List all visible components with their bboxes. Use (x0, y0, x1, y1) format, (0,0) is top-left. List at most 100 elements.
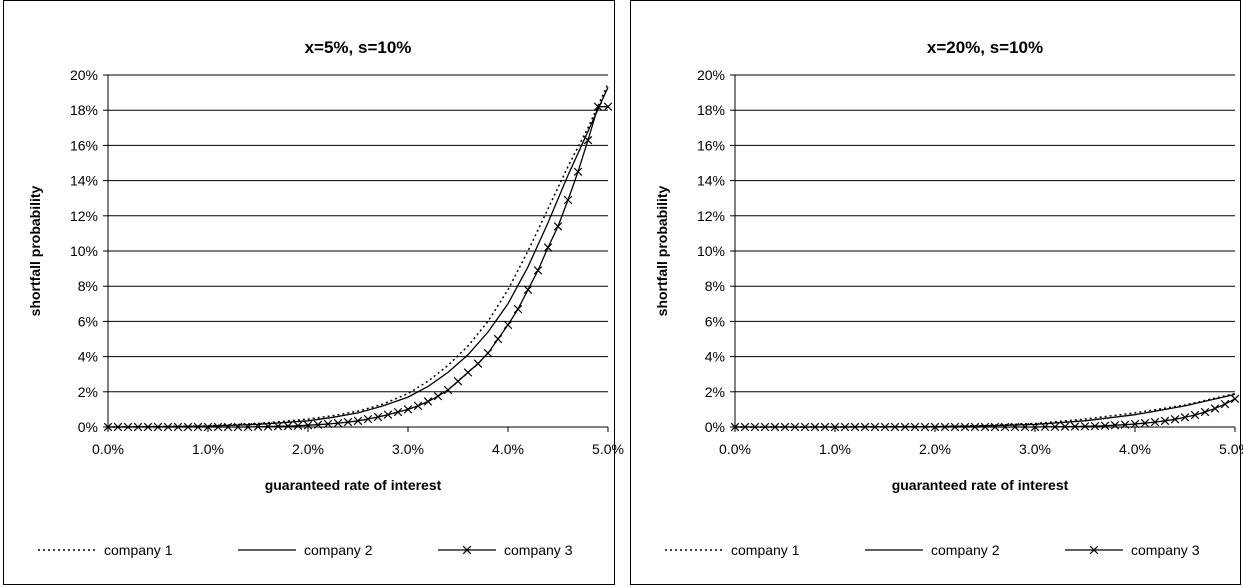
y-axis-title: shortfall probability (27, 185, 43, 316)
x-tick-label: 0.0% (92, 441, 124, 457)
x-marker-stroke (193, 422, 203, 432)
x-marker-stroke (760, 422, 770, 432)
data-point-company-3 (423, 397, 433, 406)
x-marker-stroke (1000, 422, 1010, 432)
x-marker-stroke (363, 414, 373, 424)
x-marker-stroke (1110, 421, 1120, 430)
data-point-company-3 (950, 422, 960, 432)
data-point-company-3 (740, 422, 750, 432)
x-marker-stroke (1030, 422, 1040, 432)
data-point-company-3 (333, 418, 343, 428)
x-tick-label: 3.0% (1019, 441, 1051, 457)
series-line-company-3 (108, 106, 608, 428)
x-marker-stroke (263, 422, 273, 431)
x-marker-stroke (143, 422, 153, 432)
y-tick-label: 20% (697, 67, 725, 83)
y-tick-label: 8% (705, 278, 725, 294)
x-marker-stroke (473, 359, 483, 368)
legend-label-company-3: company 3 (504, 542, 573, 558)
x-marker-stroke (740, 422, 750, 432)
x-tick-label: 4.0% (1119, 441, 1151, 457)
x-marker-stroke (1070, 422, 1080, 431)
data-point-company-3 (1210, 404, 1220, 413)
data-point-company-3 (730, 422, 740, 432)
x-marker-stroke (313, 420, 323, 429)
x-marker-stroke (533, 266, 543, 275)
x-marker-stroke (333, 418, 343, 428)
x-marker-stroke (253, 422, 263, 431)
x-marker-stroke (1120, 420, 1130, 429)
x-marker-stroke (603, 102, 613, 111)
data-point-company-3 (980, 422, 990, 432)
x-marker-stroke (403, 405, 413, 414)
data-point-company-3 (383, 410, 393, 419)
data-point-company-3 (193, 422, 203, 432)
legend-label-company-1: company 1 (731, 542, 800, 558)
x-marker-stroke (213, 422, 223, 432)
legend-x-marker (462, 545, 472, 555)
data-point-company-3 (860, 422, 870, 432)
data-point-company-3 (750, 422, 760, 432)
x-marker-stroke (373, 412, 383, 422)
x-marker-stroke (443, 385, 453, 395)
y-axis-title: shortfall probability (654, 185, 670, 316)
chart-svg-right: x=20%, s=10% 0% 2% 4% 6% 8% 10% 12% 14% 16% 18% 20%… (654, 38, 1243, 558)
x-marker-stroke (1020, 422, 1030, 432)
x-marker-stroke (183, 422, 193, 432)
x-axis-title: guaranteed rate of interest (265, 477, 442, 493)
x-marker-stroke (433, 391, 443, 401)
y-tick-label: 6% (78, 313, 98, 329)
x-marker-stroke (970, 422, 980, 432)
x-marker-stroke (850, 422, 860, 432)
data-point-company-3 (990, 422, 1000, 432)
data-point-company-3 (1000, 422, 1010, 432)
x-marker-stroke (453, 377, 463, 386)
x-marker-stroke (393, 407, 403, 417)
data-point-company-3 (363, 414, 373, 424)
x-marker-stroke (940, 422, 950, 432)
x-marker-stroke (563, 195, 573, 205)
x-marker-stroke (1050, 422, 1060, 432)
data-point-company-3 (463, 368, 473, 377)
data-point-company-3 (453, 377, 463, 386)
y-tick-label: 20% (70, 67, 98, 83)
chart-title: x=20%, s=10% (927, 38, 1043, 57)
x-marker-stroke (103, 422, 113, 432)
data-point-company-3 (1140, 418, 1150, 428)
legend-label-company-2: company 2 (304, 542, 373, 558)
data-point-company-3 (233, 422, 243, 432)
y-tick-label: 0% (705, 419, 725, 435)
data-point-company-3 (123, 422, 133, 432)
x-marker-stroke (1160, 416, 1170, 426)
x-tick-label: 2.0% (919, 441, 951, 457)
x-marker-stroke (553, 222, 563, 231)
x-marker-stroke (1080, 422, 1090, 431)
data-point-company-3 (880, 422, 890, 432)
x-marker-stroke (123, 422, 133, 432)
data-point-company-3 (603, 102, 613, 111)
x-marker-stroke (413, 401, 423, 411)
data-point-company-3 (1080, 422, 1090, 431)
x-marker-stroke (173, 422, 183, 432)
y-tick-label: 2% (705, 384, 725, 400)
data-point-company-3 (1050, 422, 1060, 432)
x-tick-label: 2.0% (292, 441, 324, 457)
x-tick-label: 4.0% (492, 441, 524, 457)
x-marker-stroke (1090, 421, 1100, 431)
data-point-company-3 (1090, 421, 1100, 431)
y-tick-label: 8% (78, 278, 98, 294)
x-marker-stroke (800, 422, 810, 432)
data-point-company-3 (970, 422, 980, 432)
x-marker-stroke (523, 285, 533, 294)
x-marker-stroke (990, 422, 1000, 432)
data-point-company-3 (523, 285, 533, 294)
data-point-company-3 (940, 422, 950, 432)
data-point-company-3 (203, 422, 213, 432)
x-marker-stroke (343, 417, 353, 427)
x-marker-stroke (1230, 394, 1240, 404)
data-point-company-3 (1100, 421, 1110, 430)
data-point-company-3 (153, 422, 163, 432)
x-marker-stroke (880, 422, 890, 432)
x-marker-stroke (790, 422, 800, 432)
x-marker-stroke (223, 422, 233, 432)
